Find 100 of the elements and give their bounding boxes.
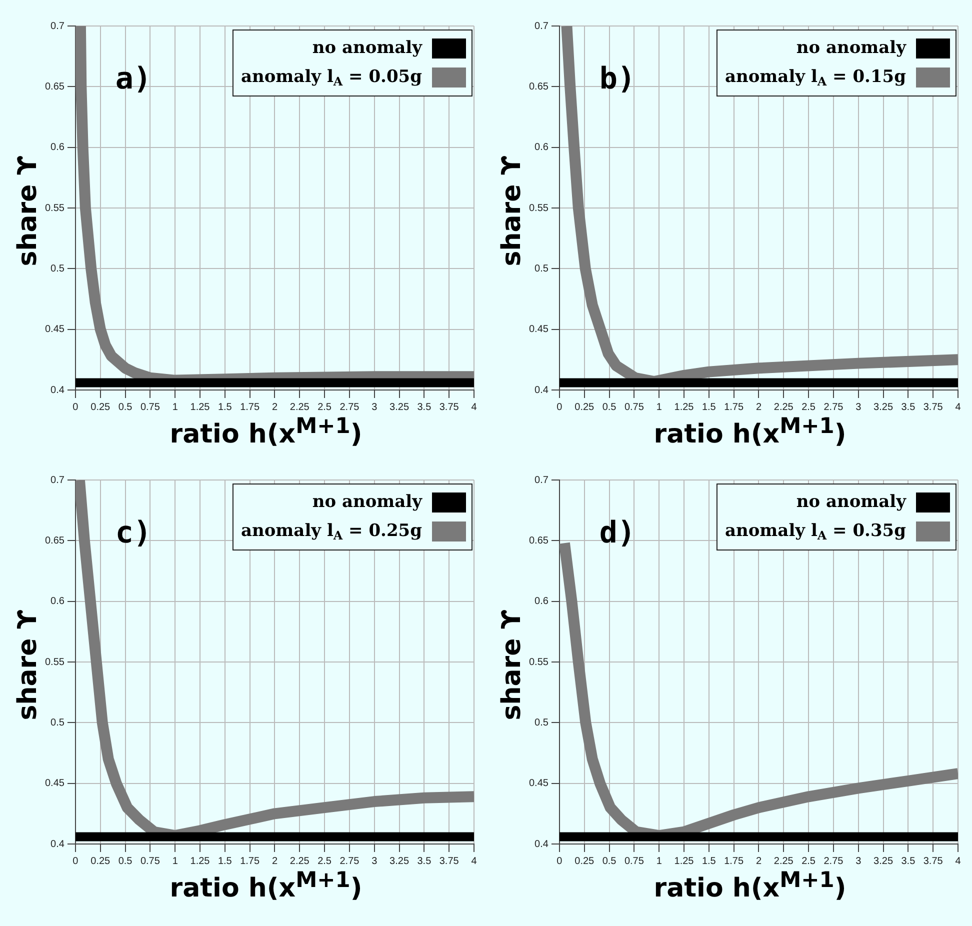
x-tick-label: 1.75 [240,402,260,413]
x-tick-label: 0 [72,402,79,413]
y-tick-label: 0.45 [528,324,549,336]
x-tick-label: 2.5 [802,856,816,867]
x-tick-label: 3.25 [390,402,410,413]
y-tick-label: 0.65 [44,535,65,546]
y-tick-label: 0.45 [44,778,65,790]
x-tick-label: 3 [856,856,862,867]
x-tick-label: 3.25 [874,856,894,867]
x-tick-label: 2.25 [290,856,310,867]
x-tick-label: 2.5 [802,402,816,413]
y-axis-title: share ϒ [497,154,527,268]
x-tick-label: 1.5 [702,856,716,867]
x-tick-label: 1.25 [674,402,694,413]
x-tick-label: 2.75 [824,402,844,413]
x-tick-label: 1 [656,856,662,867]
y-axis-title: share ϒ [13,154,43,268]
x-tick-label: 2.25 [774,402,794,413]
x-tick-label: 0 [556,856,563,867]
x-tick-label: 1.5 [218,402,232,413]
x-tick-label: 0.25 [90,856,111,867]
y-tick-label: 0.7 [534,20,549,32]
y-tick-label: 0.6 [50,596,65,608]
y-tick-label: 0.45 [528,778,549,790]
x-tick-label: 2 [756,402,762,413]
x-tick-label: 3.5 [901,402,916,413]
x-tick-label: 2.75 [824,856,844,867]
annotation: b) [599,61,636,96]
y-tick-label: 0.55 [528,202,549,214]
legend-label: no anomaly [312,492,424,512]
x-tick-label: 3.25 [874,402,894,413]
x-tick-label: 3.75 [439,402,460,413]
y-tick-label: 0.55 [528,656,549,668]
y-tick-label: 0.65 [44,81,65,92]
annotation: c) [115,515,152,550]
x-tick-label: 2.75 [340,856,360,867]
x-tick-label: 0.75 [624,402,644,413]
x-tick-label: 2 [272,856,278,867]
x-tick-label: 0.75 [624,856,644,867]
legend-label: no anomaly [796,38,908,58]
x-tick-label: 3.5 [417,402,432,413]
x-tick-label: 2 [272,402,278,413]
x-tick-label: 2.25 [290,402,310,413]
x-tick-label: 1 [656,402,662,413]
y-tick-label: 0.5 [534,263,549,274]
x-tick-label: 0.5 [602,856,617,867]
y-tick-label: 0.4 [50,384,65,396]
y-tick-label: 0.45 [44,324,65,336]
x-tick-label: 0 [556,402,563,413]
y-tick-label: 0.4 [534,384,549,396]
x-tick-label: 3.5 [417,856,432,867]
x-tick-label: 0.75 [140,856,160,867]
x-tick-label: 1.75 [724,856,744,867]
y-tick-label: 0.7 [534,474,549,486]
annotation: a) [115,61,152,96]
x-tick-label: 1.5 [702,402,716,413]
y-tick-label: 0.7 [50,20,65,32]
y-axis-title: share ϒ [13,608,43,722]
y-tick-label: 0.4 [534,838,549,850]
x-tick-label: 4 [955,402,962,413]
x-tick-label: 0.25 [574,402,595,413]
x-tick-label: 1 [172,402,178,413]
y-tick-label: 0.5 [534,717,549,728]
x-tick-label: 1 [172,856,178,867]
x-tick-label: 4 [955,856,962,867]
x-tick-label: 4 [471,856,478,867]
x-tick-label: 3.25 [390,856,410,867]
x-tick-label: 0.25 [90,402,111,413]
legend-label: no anomaly [312,38,424,58]
x-tick-label: 1.25 [190,856,210,867]
x-tick-label: 3 [856,402,862,413]
x-tick-label: 1.25 [190,402,210,413]
x-axis-title: ratio h(x$^{M+1}$) [652,868,848,904]
x-tick-label: 2.5 [318,402,332,413]
y-tick-label: 0.7 [50,474,65,486]
x-tick-label: 0.75 [140,402,160,413]
x-tick-label: 3 [372,856,378,867]
x-tick-label: 1.25 [674,856,694,867]
y-tick-label: 0.55 [44,656,65,668]
x-tick-label: 2.25 [774,856,794,867]
x-tick-label: 4 [471,402,478,413]
y-tick-label: 0.4 [50,838,65,850]
annotation: d) [599,515,636,550]
x-tick-label: 2.5 [318,856,332,867]
x-tick-label: 1.5 [218,856,232,867]
x-tick-label: 0.5 [602,402,617,413]
x-tick-label: 0.25 [574,856,595,867]
y-tick-label: 0.6 [50,142,65,154]
x-tick-label: 3.5 [901,856,916,867]
x-tick-label: 0 [72,856,79,867]
x-tick-label: 3.75 [439,856,460,867]
x-axis-title: ratio h(x$^{M+1}$) [168,868,364,904]
x-tick-label: 2 [756,856,762,867]
x-tick-label: 3.75 [923,856,944,867]
x-tick-label: 1.75 [240,856,260,867]
y-axis-title: share ϒ [497,608,527,722]
y-tick-label: 0.55 [44,202,65,214]
x-axis-title: ratio h(x$^{M+1}$) [652,414,848,450]
x-tick-label: 0.5 [118,402,133,413]
x-tick-label: 1.75 [724,402,744,413]
